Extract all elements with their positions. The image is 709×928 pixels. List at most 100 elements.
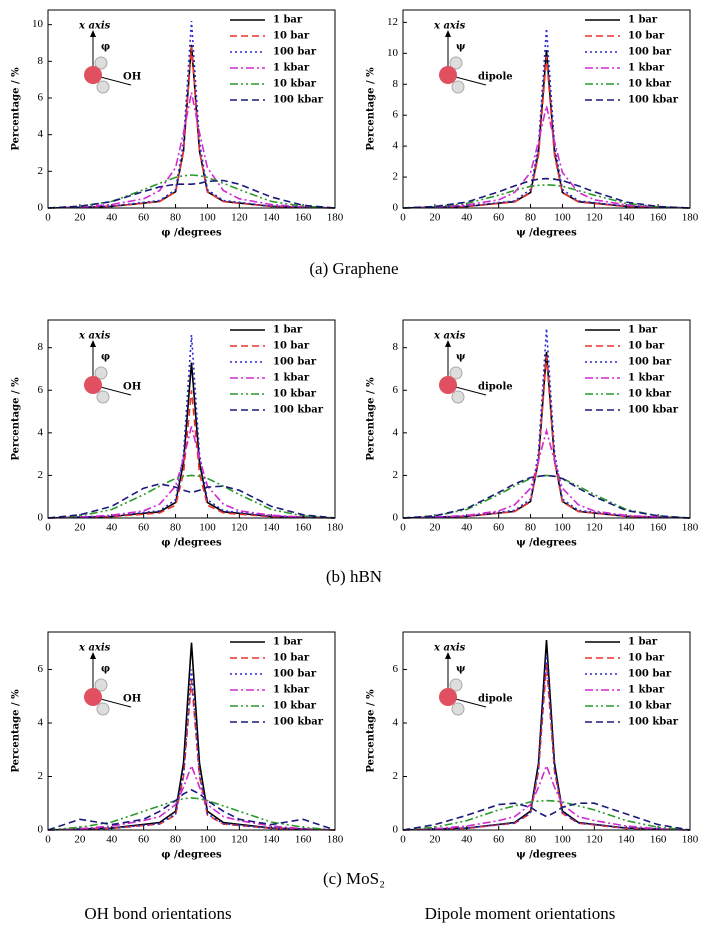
legend-label: 10 kbar <box>273 389 317 400</box>
x-tick-label: 80 <box>170 834 182 846</box>
x-tick-label: 80 <box>170 522 182 534</box>
oxygen <box>439 688 457 706</box>
annotation: x axis <box>78 21 111 32</box>
y-tick-label: 8 <box>38 341 44 353</box>
x-tick-label: 40 <box>461 834 473 846</box>
legend-label: 100 kbar <box>273 95 324 106</box>
legend-label: 10 bar <box>273 653 310 664</box>
y-axis-label: Percentage / % <box>366 689 377 773</box>
y-tick-label: 2 <box>393 770 399 782</box>
y-tick-label: 4 <box>38 426 44 438</box>
series-line <box>402 474 691 519</box>
caption: (c) MoS₂ <box>323 869 385 888</box>
x-tick-label: 120 <box>586 212 603 224</box>
legend-label: 10 bar <box>628 31 665 42</box>
legend-label: 100 kbar <box>273 405 324 416</box>
y-axis-label: Percentage / % <box>366 67 377 151</box>
annotation: ψ <box>456 664 465 675</box>
legend-label: 100 bar <box>628 357 672 368</box>
legend-label: 10 bar <box>628 341 665 352</box>
y-tick-label: 0 <box>38 512 44 524</box>
series-line <box>47 483 336 519</box>
plot-frame <box>402 631 691 831</box>
y-tick-label: 0 <box>393 202 399 214</box>
y-tick-label: 0 <box>393 824 399 836</box>
y-tick-label: 4 <box>38 128 44 140</box>
oxygen <box>439 66 457 84</box>
x-tick-label: 0 <box>400 834 406 846</box>
y-tick-label: 6 <box>38 92 44 104</box>
x-tick-label: 40 <box>461 522 473 534</box>
legend-label: 1 bar <box>273 637 303 648</box>
annotation: φ <box>101 42 110 53</box>
x-tick-label: 60 <box>493 834 505 846</box>
x-tick-label: 80 <box>525 212 537 224</box>
x-tick-label: 0 <box>400 212 406 224</box>
legend-label: 10 kbar <box>628 389 672 400</box>
x-tick-label: 20 <box>429 834 441 846</box>
series-line <box>47 669 336 831</box>
y-tick-label: 4 <box>393 426 399 438</box>
legend-label: 10 bar <box>273 31 310 42</box>
plot-frame <box>402 319 691 519</box>
series-line <box>402 763 691 831</box>
series-line <box>402 177 691 209</box>
y-axis-label: Percentage / % <box>366 377 377 461</box>
series-line <box>47 390 336 519</box>
x-tick-label: 140 <box>263 522 280 534</box>
x-tick-label: 40 <box>106 212 118 224</box>
series-line <box>402 183 691 209</box>
legend-label: 1 bar <box>273 15 303 26</box>
x-tick-label: 140 <box>618 522 635 534</box>
hydrogen <box>94 366 108 380</box>
hydrogen <box>96 80 110 94</box>
x-tick-label: 100 <box>554 212 571 224</box>
annotation: ψ <box>456 352 465 363</box>
x-axis-label: φ /degrees <box>161 228 222 239</box>
hydrogen <box>451 80 465 94</box>
x-tick-label: 20 <box>429 212 441 224</box>
annotation: OH <box>123 72 141 83</box>
x-tick-label: 0 <box>45 212 51 224</box>
x-tick-label: 80 <box>170 212 182 224</box>
x-axis-label: ψ /degrees <box>516 850 577 861</box>
arrow-head <box>445 652 451 659</box>
series-line <box>402 653 691 831</box>
legend-label: 1 bar <box>628 325 658 336</box>
x-tick-label: 100 <box>554 834 571 846</box>
caption: (a) Graphene <box>309 259 398 278</box>
legend-label: 1 bar <box>628 15 658 26</box>
legend-label: 100 bar <box>273 47 317 58</box>
plot-frame <box>47 9 336 209</box>
legend-label: 10 bar <box>273 341 310 352</box>
x-tick-label: 120 <box>231 834 248 846</box>
series-line <box>402 56 691 209</box>
hydrogen <box>449 678 463 692</box>
y-tick-label: 6 <box>393 384 399 396</box>
x-tick-label: 60 <box>138 834 150 846</box>
y-tick-label: 12 <box>387 16 398 28</box>
legend-label: 1 kbar <box>628 63 665 74</box>
annotation: x axis <box>433 21 466 32</box>
legend-label: 1 kbar <box>273 373 310 384</box>
y-tick-label: 4 <box>38 717 44 729</box>
x-tick-label: 40 <box>106 522 118 534</box>
legend-label: 100 bar <box>628 669 672 680</box>
annotation: x axis <box>78 643 111 654</box>
series-line <box>402 105 691 209</box>
y-tick-label: 6 <box>393 109 399 121</box>
plot-frame <box>47 631 336 831</box>
annotation: x axis <box>78 331 111 342</box>
y-axis-label: Percentage / % <box>11 689 22 773</box>
legend-label: 1 kbar <box>628 685 665 696</box>
x-tick-label: 0 <box>45 834 51 846</box>
x-axis-label: ψ /degrees <box>516 228 577 239</box>
series-line <box>47 179 336 209</box>
series-line <box>402 427 691 519</box>
annotation: dipole <box>478 72 513 83</box>
legend-label: 1 bar <box>273 325 303 336</box>
x-tick-label: 140 <box>263 834 280 846</box>
caption: (b) hBN <box>326 567 382 586</box>
x-tick-label: 100 <box>199 522 216 534</box>
